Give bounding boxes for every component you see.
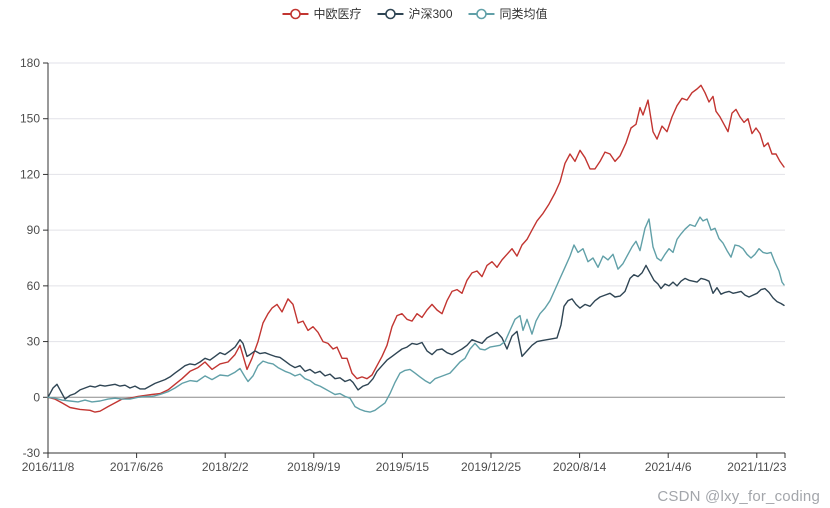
y-axis-label: 180	[20, 56, 40, 70]
x-axis-label: 2021/4/6	[645, 460, 692, 474]
x-axis-label: 2018/9/19	[287, 460, 341, 474]
series-line-沪深300[interactable]	[47, 264, 785, 400]
series-line-同类均值[interactable]	[47, 216, 785, 413]
x-axis-label: 2019/12/25	[461, 460, 521, 474]
x-axis-label: 2016/11/8	[22, 460, 75, 474]
y-axis-label: -30	[23, 446, 41, 460]
x-axis-label: 2019/5/15	[376, 460, 430, 474]
y-axis-label: 60	[27, 279, 41, 293]
legend-line-circle-icon	[468, 8, 495, 19]
x-axis-label: 2020/8/14	[553, 460, 607, 474]
legend-label: 沪深300	[408, 7, 453, 21]
x-axis-label: 2017/6/26	[110, 460, 164, 474]
x-axis-label: 2018/2/2	[202, 460, 249, 474]
y-axis-label: 0	[33, 390, 40, 404]
legend-item-hushen300[interactable]: 沪深300	[377, 5, 453, 22]
y-axis-label: 90	[27, 223, 41, 237]
legend-line-circle-icon	[282, 8, 309, 19]
legend-label: 同类均值	[499, 7, 548, 21]
y-axis-label: 30	[27, 335, 41, 349]
legend-label: 中欧医疗	[313, 7, 362, 21]
y-axis-label: 150	[20, 112, 40, 126]
legend: 中欧医疗 沪深300 同类均值	[282, 5, 548, 22]
x-axis-label: 2021/11/23	[727, 460, 786, 474]
legend-item-zhongou-yiliao[interactable]: 中欧医疗	[282, 5, 361, 22]
legend-line-circle-icon	[377, 8, 404, 19]
y-axis-label: 120	[20, 167, 40, 181]
watermark: CSDN @lxy_for_coding	[657, 488, 820, 505]
legend-item-tonglei-junzhi[interactable]: 同类均值	[468, 5, 548, 22]
series-line-中欧医疗[interactable]	[47, 84, 785, 413]
